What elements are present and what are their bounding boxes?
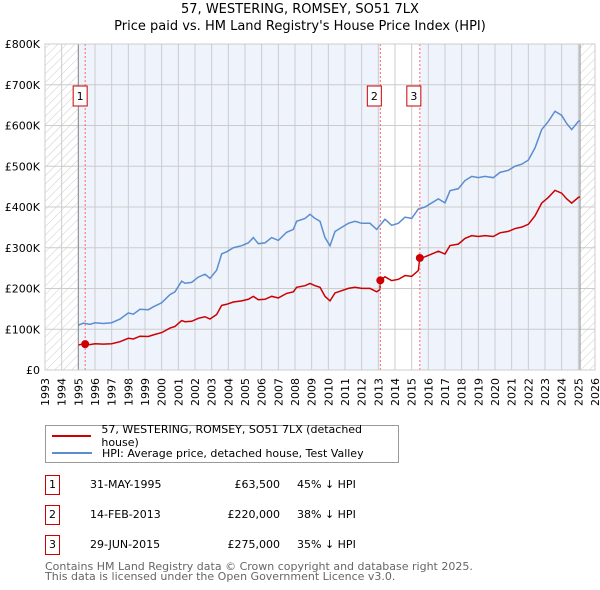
x-tick-label: 2015 <box>406 378 419 406</box>
y-tick-label: £200K <box>5 283 41 296</box>
legend-label-property: 57, WESTERING, ROMSEY, SO51 7LX (detache… <box>101 423 363 449</box>
x-tick-label: 2026 <box>589 378 600 406</box>
x-tick-label: 1998 <box>122 378 135 406</box>
x-tick-label: 2003 <box>206 378 219 406</box>
sale-number-badge: 2 <box>45 505 60 525</box>
sale-hpi-relation: 38% ↓ HPI <box>297 508 356 521</box>
x-tick-label: 2019 <box>472 378 485 406</box>
sale-hpi-relation: 45% ↓ HPI <box>297 478 356 491</box>
legend-label-hpi: HPI: Average price, detached house, Test… <box>102 446 364 460</box>
x-tick-label: 1999 <box>139 378 152 406</box>
y-tick-label: £500K <box>5 160 41 173</box>
property-line <box>78 189 581 346</box>
y-tick-label: £600K <box>5 120 41 133</box>
sale-marker-box <box>366 85 382 107</box>
sale-number-badge: 1 <box>45 475 60 495</box>
x-tick-label: 1996 <box>89 378 102 406</box>
footer: Contains HM Land Registry data © Crown c… <box>45 560 473 583</box>
x-tick-label: 2005 <box>239 378 252 406</box>
sale-date: 31-MAY-1995 <box>90 478 162 491</box>
sale-number-badge: 3 <box>45 535 60 555</box>
x-tick-label: 2018 <box>456 378 469 406</box>
x-tick-label: 2009 <box>306 378 319 406</box>
x-tick-label: 1993 <box>39 378 52 406</box>
footer-licence: This data is licensed under the Open Gov… <box>45 570 396 583</box>
x-tick-label: 2014 <box>389 378 402 406</box>
sale-price: £220,000 <box>227 508 281 521</box>
sale-date: 14-FEB-2013 <box>90 508 161 521</box>
sale-marker-box <box>72 85 88 107</box>
chart-subtitle: Price paid vs. HM Land Registry's House … <box>114 19 486 34</box>
x-tick-label: 2013 <box>372 378 385 406</box>
sale-date: 29-JUN-2015 <box>90 538 161 551</box>
sale-row: 1 31-MAY-1995 £63,500 45% ↓ HPI <box>45 475 465 495</box>
sale-point <box>415 253 424 262</box>
legend-item-property: 57, WESTERING, ROMSEY, SO51 7LX (detache… <box>46 423 398 449</box>
x-tick-label: 2023 <box>539 378 552 406</box>
sale-hpi-relation: 35% ↓ HPI <box>297 538 356 551</box>
x-tick-label: 1997 <box>106 378 119 406</box>
x-tick-label: 2025 <box>572 378 585 406</box>
x-tick-label: 2021 <box>506 378 519 406</box>
y-tick-label: £300K <box>5 242 41 255</box>
plot-border <box>44 43 596 371</box>
x-tick-label: 2016 <box>422 378 435 406</box>
y-tick-label: £400K <box>5 201 41 214</box>
legend-swatch-property <box>52 435 92 437</box>
x-tick-label: 2008 <box>289 378 302 406</box>
sale-point <box>376 276 385 285</box>
price-chart: 1993 1994 1995 1996 1997 1998 1999 2000 2001 2002… <box>5 38 600 406</box>
legend-item-hpi: HPI: Average price, detached house, Test… <box>46 445 364 461</box>
sale-marker-box <box>406 85 422 107</box>
x-tick-label: 2002 <box>189 378 202 406</box>
x-tick-label: 2011 <box>339 378 352 406</box>
sale-marker-label: 2 <box>371 90 378 103</box>
x-tick-label: 2001 <box>172 378 185 406</box>
x-tick-label: 2017 <box>439 378 452 406</box>
footer-copyright: Contains HM Land Registry data © Crown c… <box>45 560 473 573</box>
y-tick-label: £0 <box>26 364 40 377</box>
x-tick-label: 2010 <box>322 378 335 406</box>
hpi-line <box>78 110 581 326</box>
x-tick-label: 1994 <box>56 378 69 406</box>
x-tick-label: 2022 <box>522 378 535 406</box>
x-tick-label: 2012 <box>356 378 369 406</box>
sale-marker-label: 1 <box>77 90 84 103</box>
sale-row: 2 14-FEB-2013 £220,000 38% ↓ HPI <box>45 505 465 525</box>
x-tick-label: 1995 <box>72 378 85 406</box>
x-tick-label: 2000 <box>156 378 169 406</box>
sale-marker-label: 3 <box>410 90 417 103</box>
sale-row: 3 29-JUN-2015 £275,000 35% ↓ HPI <box>45 535 465 555</box>
x-tick-label: 2006 <box>256 378 269 406</box>
y-tick-label: £100K <box>5 323 41 336</box>
y-tick-label: £700K <box>5 79 41 92</box>
x-tick-label: 2024 <box>556 378 569 406</box>
x-tick-label: 2020 <box>489 378 502 406</box>
x-tick-label: 2004 <box>222 378 235 406</box>
sale-price: £63,500 <box>234 478 281 491</box>
legend: 57, WESTERING, ROMSEY, SO51 7LX (detache… <box>45 423 399 463</box>
y-tick-label: £800K <box>5 38 41 51</box>
sale-point <box>81 340 90 349</box>
sale-price: £275,000 <box>227 538 281 551</box>
chart-title: 57, WESTERING, ROMSEY, SO51 7LX <box>181 2 419 17</box>
x-tick-label: 2007 <box>272 378 285 406</box>
legend-swatch-hpi <box>52 452 92 454</box>
